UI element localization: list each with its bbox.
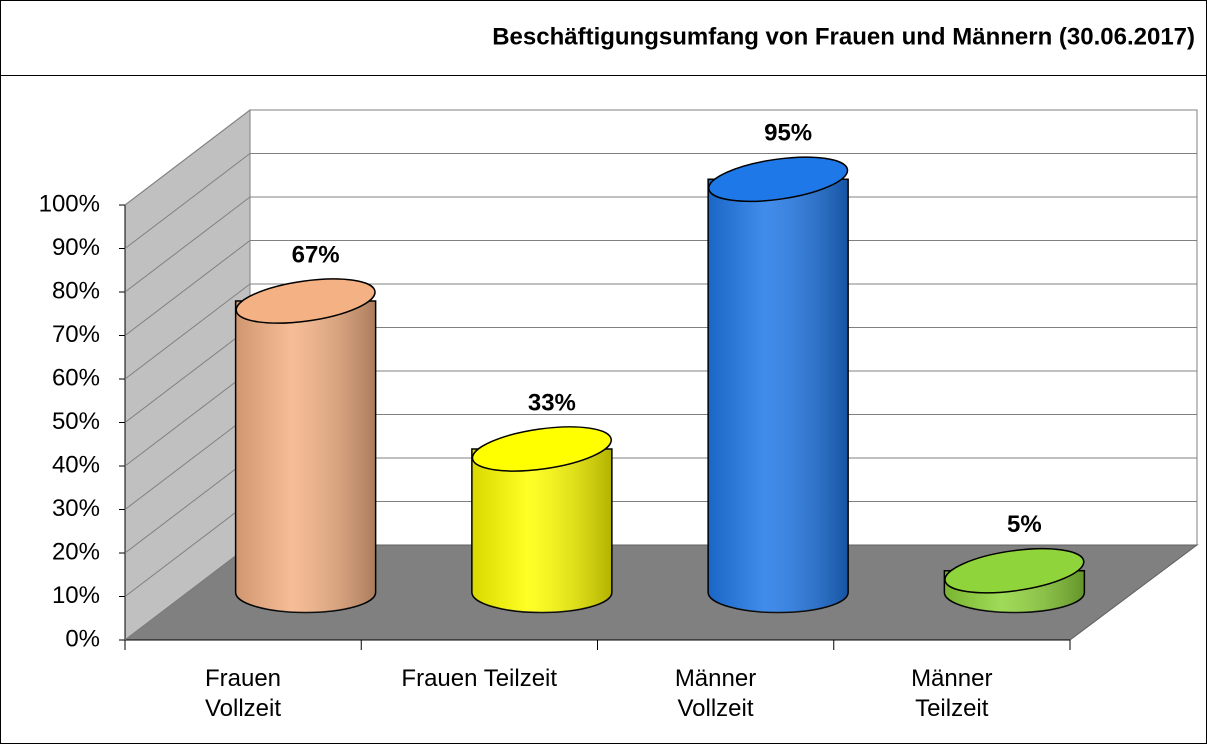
grid-line [124,457,251,554]
grid-line [124,283,251,380]
y-tick-label: 80% [52,277,100,304]
y-tick-label: 100% [39,190,100,217]
grid-line [124,240,251,336]
y-tick-label: 40% [52,451,100,478]
cylinder-top [708,156,849,203]
cylinder [707,156,849,614]
cylinder-top [944,547,1085,594]
y-tick-label: 20% [52,538,100,565]
grid-line [124,544,251,641]
cylinder-top [471,426,612,472]
x-tick-label: Männer Vollzeit [674,665,757,722]
data-label: 33% [528,389,576,416]
cylinder-top [235,278,376,324]
y-tick-label: 90% [52,234,100,261]
grid-line [124,370,251,467]
data-label: 67% [292,241,340,268]
x-tick-label: Frauen Teilzeit [401,665,558,692]
x-tick-label: Männer Teilzeit [911,665,993,722]
cylinder [471,426,613,614]
grid-line [124,109,251,206]
cylinder [943,547,1086,614]
data-label: 95% [764,120,812,147]
cylinder-shade [471,448,612,613]
y-tick-label: 60% [52,364,100,391]
title-box [0,0,1207,76]
y-tick-label: 10% [52,582,100,609]
cylinder-shade [708,179,849,613]
y-tick-label: 70% [52,321,100,348]
chart-title: Beschäftigungsumfang von Frauen und Männ… [492,23,1195,50]
y-tick-label: 30% [52,495,100,522]
grid-line [124,153,251,249]
grid-line [124,327,251,423]
cylinder [234,278,377,614]
x-tick-label: Frauen Vollzeit [204,665,282,722]
y-tick-label: 0% [65,625,100,652]
grid-line [124,414,251,510]
grid-line [124,501,251,597]
grid-line [124,196,251,293]
cylinder-shade [235,301,376,613]
data-label: 5% [1007,511,1042,538]
y-tick-label: 50% [52,408,100,435]
